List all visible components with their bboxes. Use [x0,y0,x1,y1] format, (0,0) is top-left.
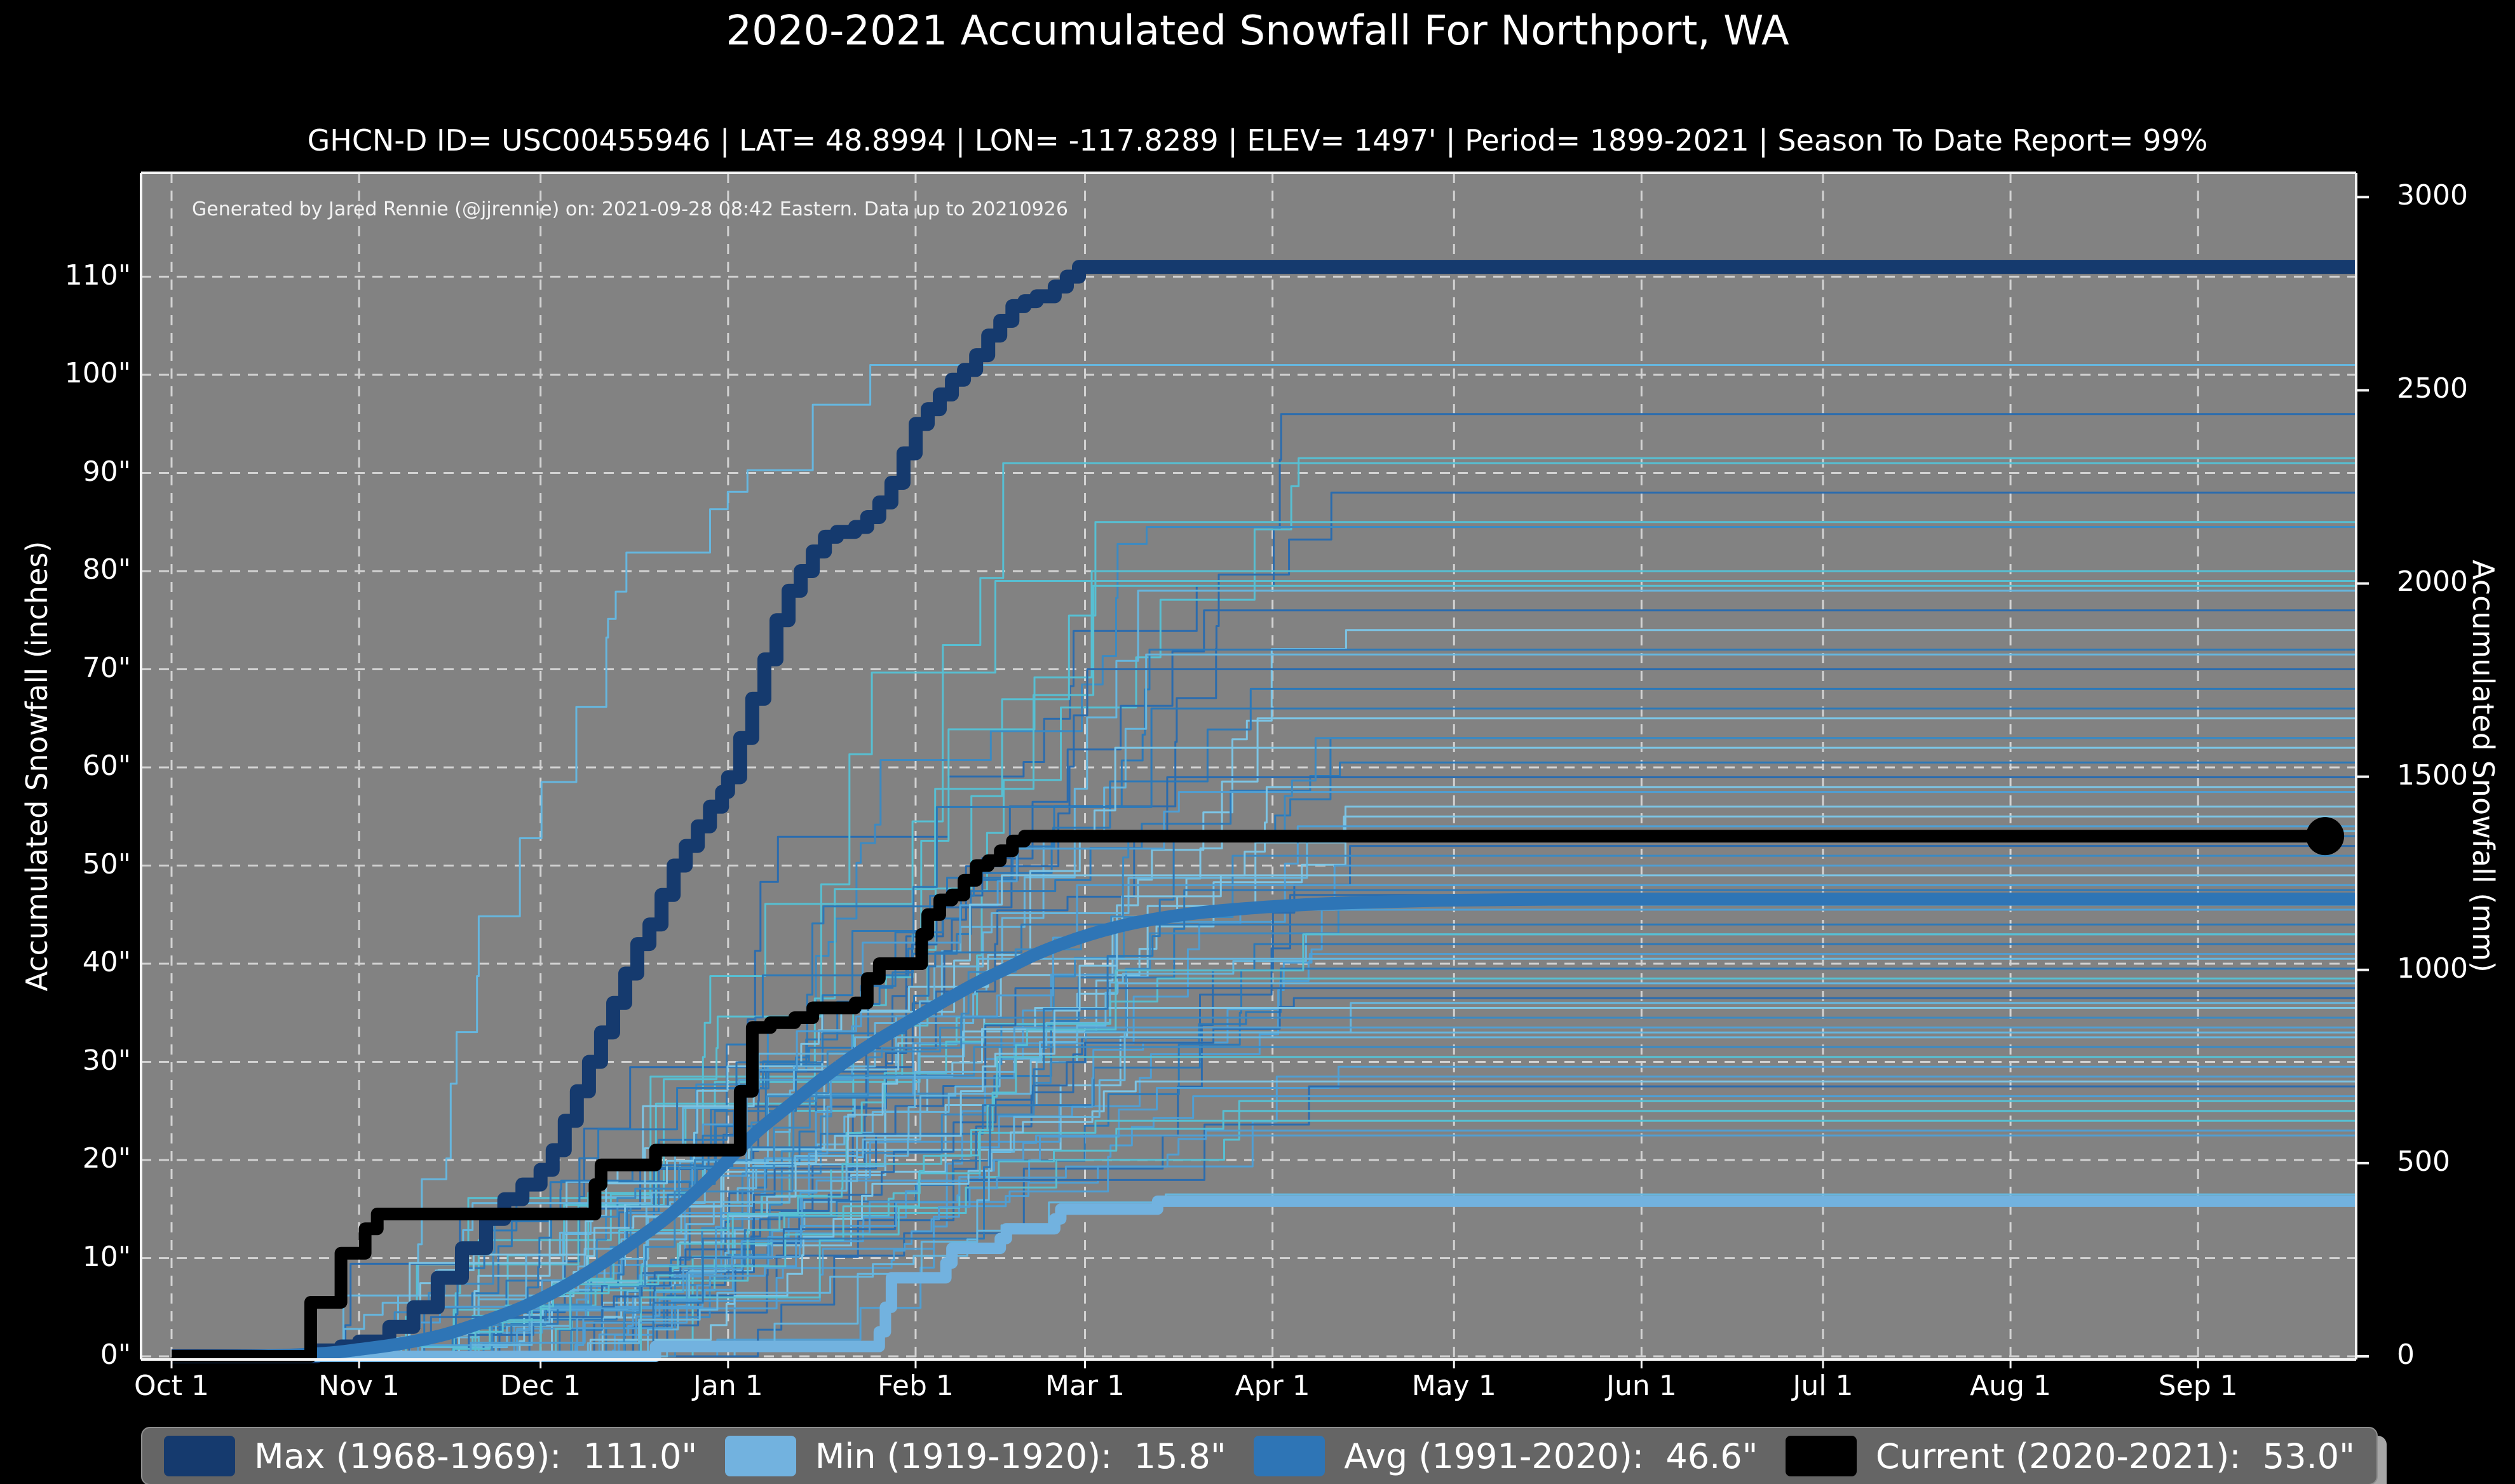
legend-item-min: Min (1919-1920): 15.8" [724,1436,1226,1476]
legend-item-current: Current (2020-2021): 53.0" [1785,1436,2355,1476]
x-tick-feb-1: Feb 1 [878,1370,954,1402]
y-tick-right-1000: 1000 [2397,952,2468,985]
x-tick-jan-1: Jan 1 [693,1370,763,1402]
y-tick-left-70: 70" [82,651,131,684]
current-end-dot [2306,817,2345,856]
y-tick-right-0: 0 [2397,1339,2415,1371]
x-tick-may-1: May 1 [1411,1370,1496,1402]
y-tick-left-60: 60" [82,750,131,782]
generated-by-annotation: Generated by Jared Rennie (@jjrennie) on… [192,198,1068,220]
x-tick-jun-1: Jun 1 [1606,1370,1677,1402]
y-tick-left-100: 100" [64,357,131,389]
legend-swatch-avg [1254,1436,1325,1476]
x-tick-nov-1: Nov 1 [318,1370,400,1402]
legend-label-avg: Avg (1991-2020): 46.6" [1344,1436,1758,1476]
y-tick-left-40: 40" [82,946,131,978]
gridlines [141,173,2356,1359]
x-tick-oct-1: Oct 1 [133,1370,210,1402]
series-current_2020_2021 [172,817,2345,1363]
y-tick-right-2500: 2500 [2397,372,2468,405]
legend-label-min: Min (1919-1920): 15.8" [815,1436,1226,1476]
y-tick-left-80: 80" [82,553,131,586]
y-tick-right-2000: 2000 [2397,565,2468,598]
y-tick-left-50: 50" [82,847,131,880]
y-tick-left-20: 20" [82,1142,131,1175]
legend-item-avg: Avg (1991-2020): 46.6" [1254,1436,1758,1476]
axes-spines [140,172,2369,1368]
y-tick-left-90: 90" [82,455,131,488]
x-tick-mar-1: Mar 1 [1045,1370,1125,1402]
y-tick-right-1500: 1500 [2397,759,2468,792]
series-avg_1991_2020 [171,892,2356,1363]
y-tick-right-3000: 3000 [2397,179,2468,212]
y-tick-right-500: 500 [2397,1145,2450,1178]
plot-area [140,172,2369,1368]
snowfall-chart-svg [140,172,2369,1368]
y-tick-left-0: 0" [100,1339,131,1371]
x-tick-dec-1: Dec 1 [500,1370,581,1402]
legend-label-max: Max (1968-1969): 111.0" [254,1436,698,1476]
x-tick-aug-1: Aug 1 [1970,1370,2052,1402]
x-tick-jul-1: Jul 1 [1793,1370,1854,1402]
y-axis-label-right: Accumulated Snowfall (mm) [2466,560,2500,973]
series-max_1968_1969 [172,260,2356,1363]
x-tick-apr-1: Apr 1 [1235,1370,1310,1402]
chart-subtitle: GHCN-D ID= USC00455946 | LAT= 48.8994 | … [307,123,2208,158]
legend-swatch-current [1785,1436,1857,1476]
chart-legend: Max (1968-1969): 111.0" Min (1919-1920): … [141,1427,2378,1484]
series-min_1919_1920 [172,1195,2356,1362]
legend-swatch-min [724,1436,796,1476]
legend-swatch-max [164,1436,235,1476]
y-tick-left-10: 10" [82,1240,131,1273]
legend-label-current: Current (2020-2021): 53.0" [1875,1436,2355,1476]
y-tick-left-30: 30" [82,1044,131,1077]
y-tick-left-110: 110" [64,259,131,292]
chart-title: 2020-2021 Accumulated Snowfall For North… [726,8,1789,55]
x-tick-sep-1: Sep 1 [2158,1370,2238,1402]
legend-item-max: Max (1968-1969): 111.0" [164,1436,697,1476]
